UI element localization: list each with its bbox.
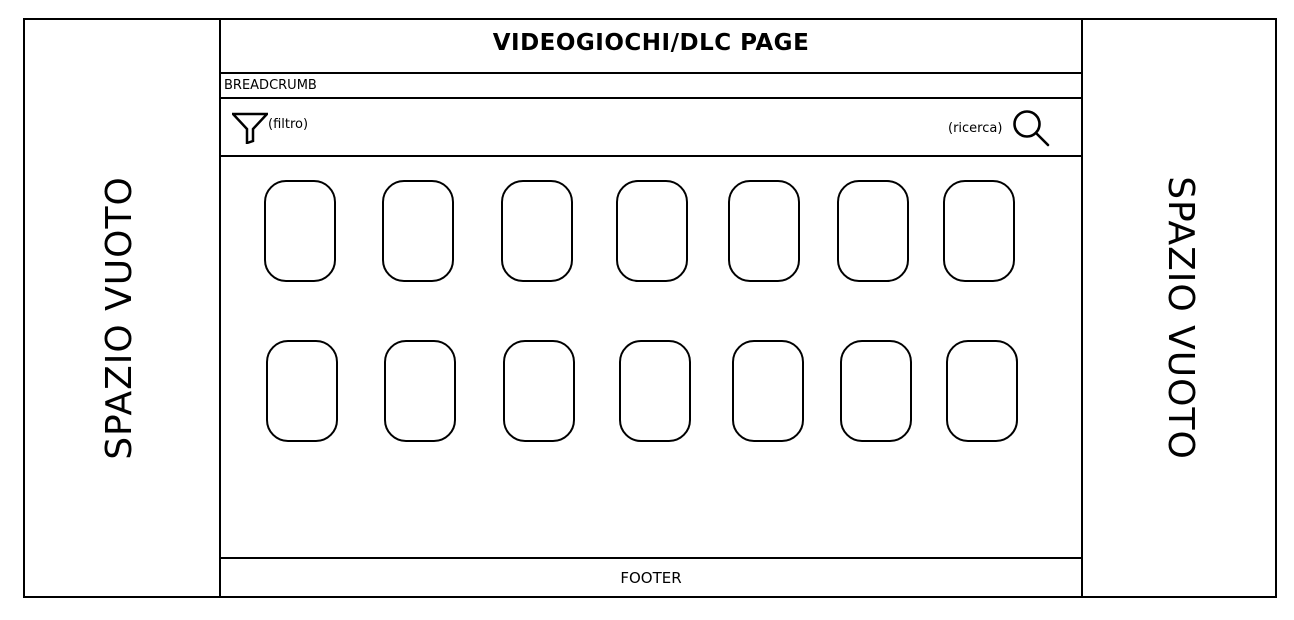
product-card[interactable] [501,180,573,282]
product-card[interactable] [732,340,804,442]
left-empty-space-label: SPAZIO VUOTO [99,176,140,460]
header-divider [221,72,1081,74]
product-card[interactable] [616,180,688,282]
product-card[interactable] [382,180,454,282]
filter-label[interactable]: (filtro) [268,117,309,132]
product-card[interactable] [946,340,1018,442]
funnel-icon[interactable] [232,112,268,144]
breadcrumb[interactable]: BREADCRUMB [224,78,317,93]
product-card[interactable] [503,340,575,442]
search-label[interactable]: (ricerca) [948,121,1003,136]
page-frame [23,18,1277,598]
product-card[interactable] [840,340,912,442]
breadcrumb-divider [221,97,1081,99]
left-column-divider [219,18,221,598]
product-card[interactable] [266,340,338,442]
product-card[interactable] [943,180,1015,282]
product-card[interactable] [837,180,909,282]
footer-divider [221,557,1083,559]
product-card[interactable] [264,180,336,282]
right-empty-space-label: SPAZIO VUOTO [1160,176,1201,460]
magnifier-icon[interactable] [1010,108,1052,148]
product-card[interactable] [384,340,456,442]
footer-label: FOOTER [620,569,682,587]
right-column-divider [1081,18,1083,598]
page-title: VIDEOGIOCHI/DLC PAGE [492,30,810,56]
product-card[interactable] [728,180,800,282]
product-card[interactable] [619,340,691,442]
toolbar-divider [221,155,1081,157]
